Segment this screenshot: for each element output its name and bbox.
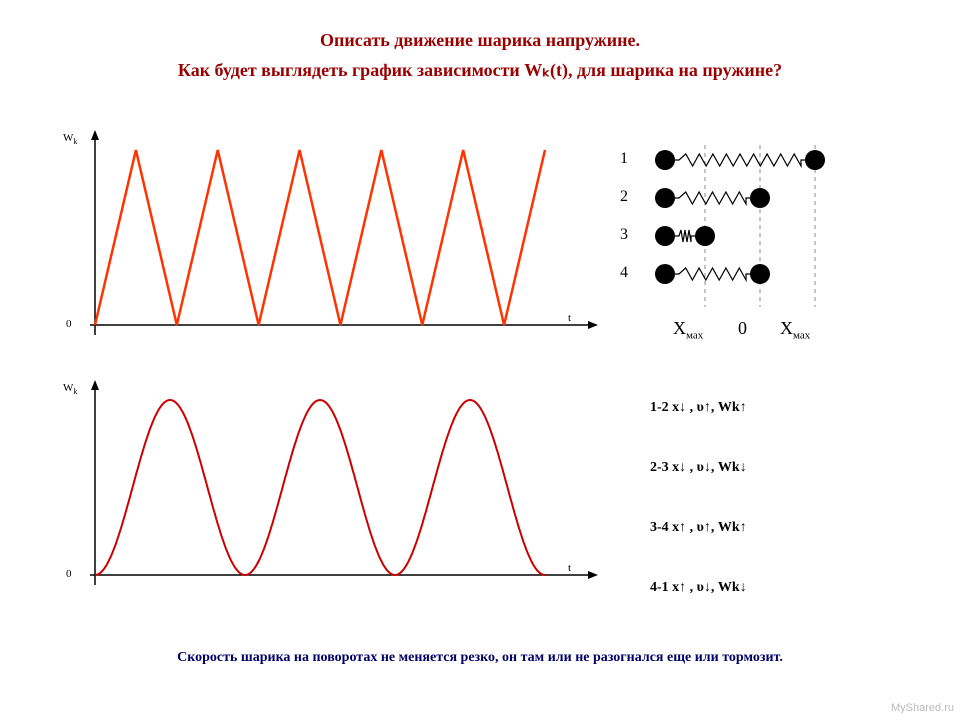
xmax-center: 0 [738, 318, 747, 339]
title-line-1: Описать движение шарика напружине. [0, 30, 960, 51]
xmax-left: Xмах [673, 318, 703, 342]
spring-row-label-4: 4 [620, 264, 628, 282]
chart2-xlabel: t [568, 562, 571, 574]
spring-row-label-1: 1 [620, 150, 628, 168]
phase-2: 2-3 x↓ , υ↓, Wk↓ [650, 460, 747, 476]
chart2-zero: 0 [66, 568, 72, 580]
title-line-2: Как будет выглядеть график зависимости W… [0, 60, 960, 81]
footer-note: Скорость шарика на поворотах не меняется… [40, 650, 920, 666]
xmax-right: Xмах [780, 318, 810, 342]
chart2-ylabel: Wk [63, 382, 77, 396]
chart-1 [80, 130, 600, 350]
spring-row-label-3: 3 [620, 226, 628, 244]
phase-4: 4-1 x↑ , υ↓, Wk↓ [650, 580, 747, 596]
chart-2 [80, 380, 600, 600]
watermark: MyShared.ru [891, 702, 954, 714]
phase-3: 3-4 x↑ , υ↑, Wk↑ [650, 520, 747, 536]
chart1-zero: 0 [66, 318, 72, 330]
chart1-ylabel: Wk [63, 132, 77, 146]
chart1-xlabel: t [568, 312, 571, 324]
spring-row-label-2: 2 [620, 188, 628, 206]
phase-1: 1-2 x↓ , υ↑, Wk↑ [650, 400, 747, 416]
